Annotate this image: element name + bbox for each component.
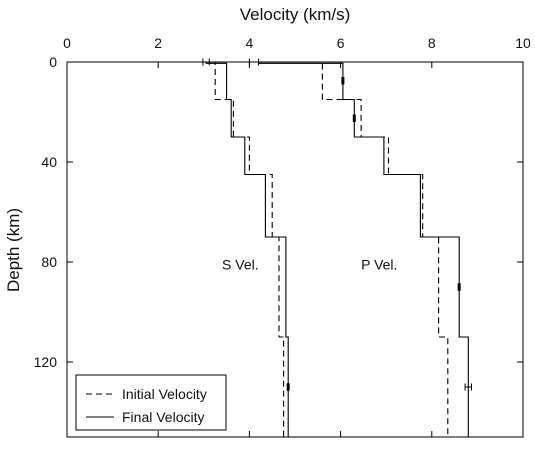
y-axis-title: Depth (km) [4,208,23,292]
initial-p-velocity-line [254,61,449,437]
final-s-velocity-line [205,62,289,437]
x-tick-label: 8 [428,35,436,51]
s-velocity-annotation: S Vel. [222,257,259,273]
plot-frame [66,61,524,438]
chart-marks [142,58,472,437]
p-velocity-annotation: P Vel. [361,257,397,273]
x-tick-label: 6 [337,35,345,51]
x-tick-label: 10 [515,35,531,51]
legend-box [75,374,227,431]
initial-s-velocity-line [142,61,285,437]
legend-label-final: Final Velocity [122,409,204,425]
error-bar [464,383,472,391]
legend-label-initial: Initial Velocity [122,386,207,402]
x-tick-label: 4 [246,35,254,51]
legend: Initial Velocity Final Velocity [75,374,227,431]
y-tick-label: 80 [41,254,57,270]
x-tick-label: 2 [154,35,162,51]
y-tick-label: 120 [34,354,58,370]
x-tick-label: 0 [63,35,71,51]
x-axis-title: Velocity (km/s) [240,5,351,24]
axis-ticks: 0 2 4 6 8 10 0 40 80 120 [34,35,531,437]
final-p-velocity-line [258,62,469,437]
y-tick-label: 0 [49,54,57,70]
y-tick-label: 40 [41,154,57,170]
